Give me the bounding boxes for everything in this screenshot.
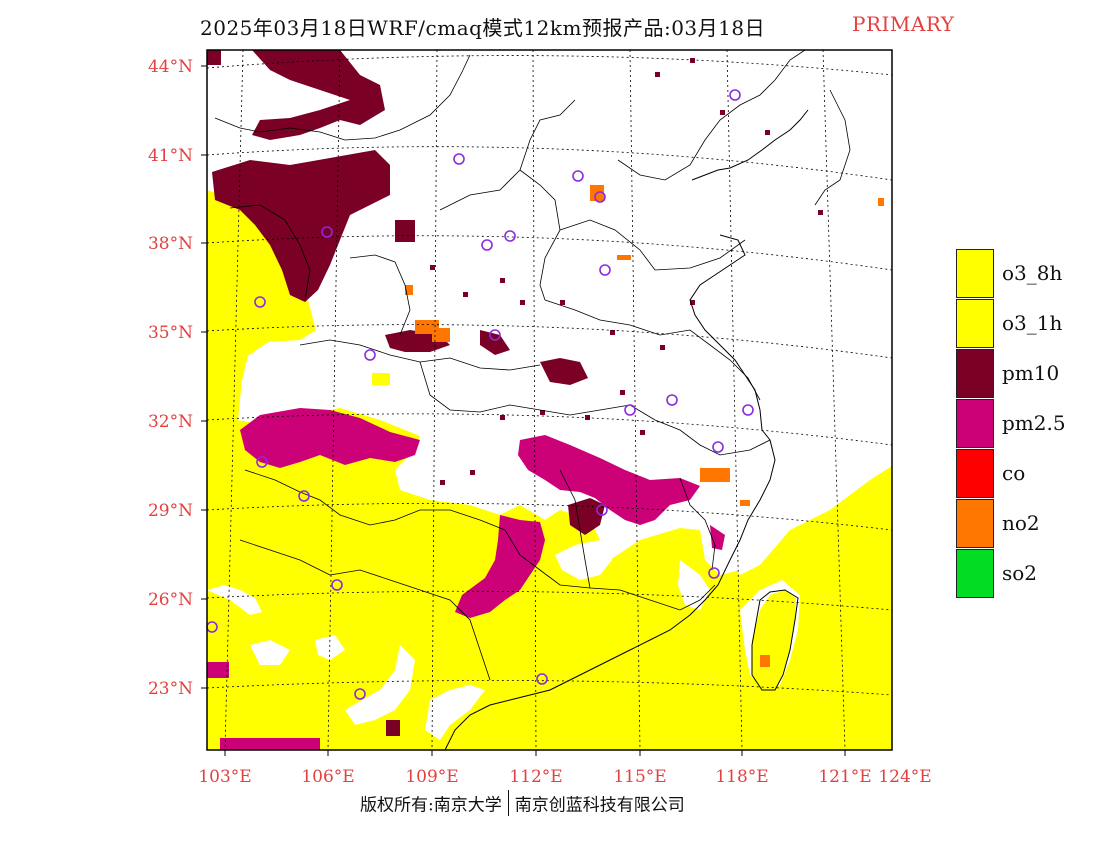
lon-label-106: 106°E [301, 767, 354, 787]
province-boundaries [214, 49, 851, 681]
lat-label-38: 38°N [148, 234, 193, 254]
pollutant-tag: PRIMARY [852, 12, 955, 36]
legend-swatch [956, 399, 994, 448]
legend-label: pm2.5 [1002, 411, 1066, 435]
legend-swatch [956, 499, 994, 548]
lon-label-115: 115°E [613, 767, 666, 787]
lat-label-32: 32°N [148, 412, 193, 432]
copyright-footer: 版权所有:南京大学 南京创蓝科技有限公司 [360, 790, 685, 816]
graticule [206, 49, 893, 751]
legend-item-no2: no2 [956, 499, 1086, 549]
legend-label: o3_1h [1002, 311, 1063, 335]
lat-label-41: 41°N [148, 146, 193, 166]
legend: o3_8h o3_1h pm10 pm2.5 co no2 so2 [956, 249, 1086, 599]
copyright-company: 南京创蓝科技有限公司 [514, 795, 685, 816]
legend-item-o3-8h: o3_8h [956, 249, 1086, 299]
map-frame [206, 49, 893, 751]
lat-label-44: 44°N [148, 57, 193, 77]
legend-swatch [956, 299, 994, 348]
legend-item-pm25: pm2.5 [956, 399, 1086, 449]
legend-item-pm10: pm10 [956, 349, 1086, 399]
legend-label: co [1002, 461, 1026, 485]
coastline [444, 109, 809, 751]
lat-label-23: 23°N [148, 679, 193, 699]
legend-swatch [956, 549, 994, 598]
copyright-owner: 版权所有:南京大学 [360, 795, 502, 816]
lon-label-118: 118°E [715, 767, 768, 787]
map-title: 2025年03月18日WRF/cmaq模式12km预报产品:03月18日 [200, 16, 766, 40]
legend-swatch [956, 449, 994, 498]
legend-label: pm10 [1002, 361, 1060, 385]
legend-label: no2 [1002, 511, 1040, 535]
legend-swatch [956, 249, 994, 298]
lon-label-121: 121°E [818, 767, 871, 787]
legend-item-co: co [956, 449, 1086, 499]
pm25-region [207, 408, 725, 750]
legend-item-so2: so2 [956, 549, 1086, 599]
site-markers [206, 89, 754, 700]
footer-divider [507, 790, 509, 816]
lon-label-124: 124°E [878, 767, 931, 787]
pm10-region [207, 50, 605, 736]
legend-item-o3-1h: o3_1h [956, 299, 1086, 349]
legend-swatch [956, 349, 994, 398]
lon-label-112: 112°E [509, 767, 562, 787]
lat-label-29: 29°N [148, 501, 193, 521]
lat-label-26: 26°N [148, 590, 193, 610]
lon-label-109: 109°E [405, 767, 458, 787]
lon-label-103: 103°E [198, 767, 251, 787]
lat-axis: 44°N 41°N 38°N 35°N 32°N 29°N 26°N 23°N [148, 57, 207, 699]
legend-label: so2 [1002, 561, 1038, 585]
legend-label: o3_8h [1002, 261, 1063, 285]
lat-label-35: 35°N [148, 323, 193, 343]
lon-axis: 103°E 106°E 109°E 112°E 115°E 118°E 121°… [198, 750, 932, 787]
ozone-region [207, 190, 892, 750]
